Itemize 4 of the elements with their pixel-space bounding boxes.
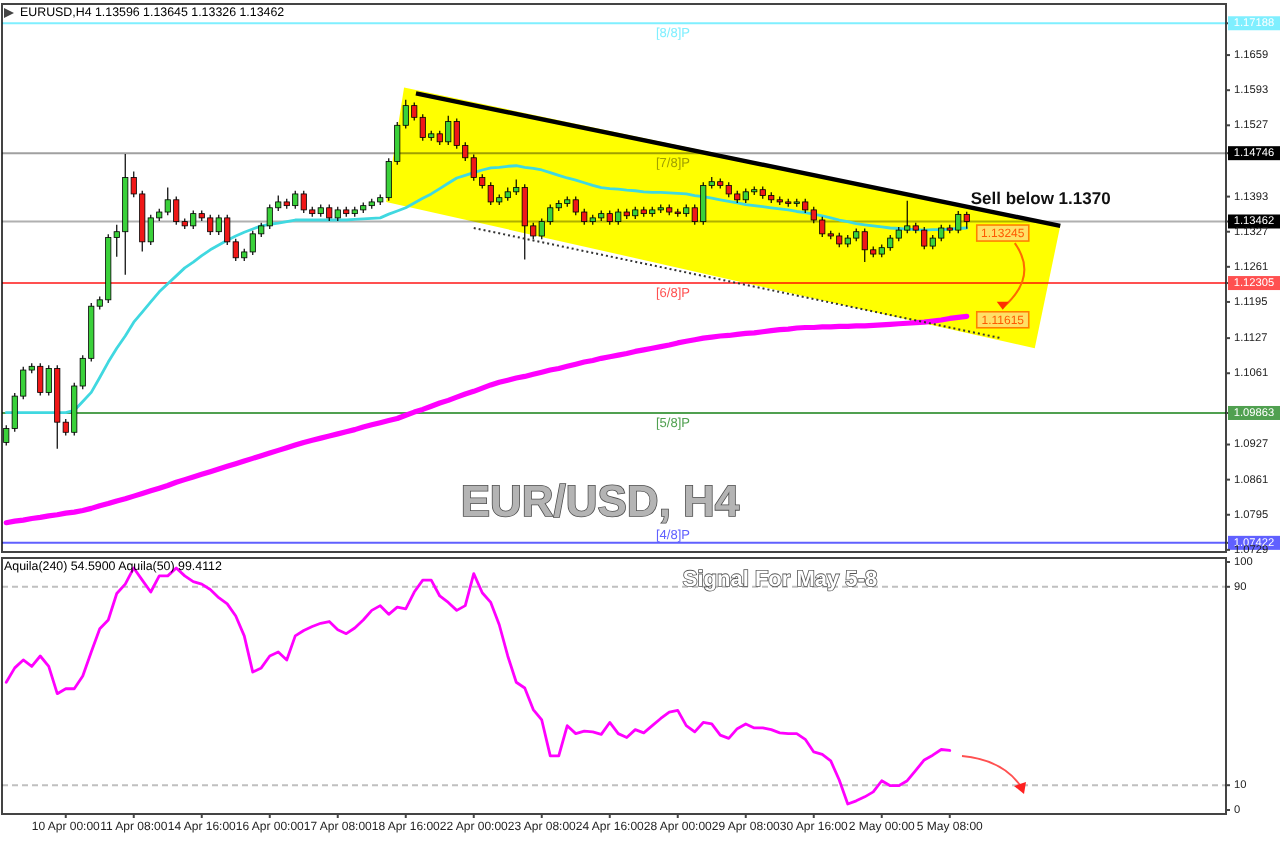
annotation: Signal For May 5-8 bbox=[682, 568, 878, 592]
annotation: Sell below 1.1370 bbox=[970, 187, 1112, 208]
annotation: EUR/USD, H4 bbox=[460, 476, 741, 526]
line-series bbox=[3, 313, 970, 526]
